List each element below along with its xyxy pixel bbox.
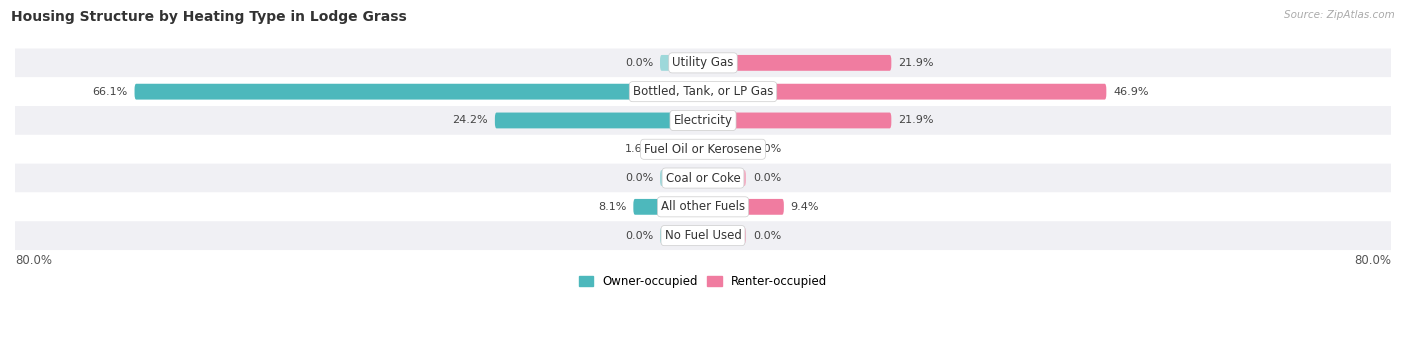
Text: 80.0%: 80.0%	[15, 254, 52, 267]
FancyBboxPatch shape	[703, 113, 891, 129]
Text: Fuel Oil or Kerosene: Fuel Oil or Kerosene	[644, 143, 762, 156]
FancyBboxPatch shape	[495, 113, 703, 129]
Text: 0.0%: 0.0%	[624, 173, 654, 183]
FancyBboxPatch shape	[7, 106, 1399, 135]
Legend: Owner-occupied, Renter-occupied: Owner-occupied, Renter-occupied	[574, 270, 832, 293]
Text: 9.4%: 9.4%	[790, 202, 820, 212]
FancyBboxPatch shape	[703, 84, 1107, 100]
Text: 0.0%: 0.0%	[752, 173, 782, 183]
Text: 0.0%: 0.0%	[624, 231, 654, 241]
FancyBboxPatch shape	[703, 170, 747, 186]
FancyBboxPatch shape	[7, 164, 1399, 192]
FancyBboxPatch shape	[659, 228, 703, 243]
Text: Housing Structure by Heating Type in Lodge Grass: Housing Structure by Heating Type in Lod…	[11, 10, 406, 24]
Text: Electricity: Electricity	[673, 114, 733, 127]
Text: Bottled, Tank, or LP Gas: Bottled, Tank, or LP Gas	[633, 85, 773, 98]
Text: 80.0%: 80.0%	[1354, 254, 1391, 267]
Text: 66.1%: 66.1%	[93, 87, 128, 97]
FancyBboxPatch shape	[659, 55, 703, 71]
Text: Utility Gas: Utility Gas	[672, 56, 734, 69]
FancyBboxPatch shape	[703, 141, 747, 157]
Text: 21.9%: 21.9%	[898, 58, 934, 68]
FancyBboxPatch shape	[7, 135, 1399, 164]
Text: 0.0%: 0.0%	[752, 144, 782, 154]
Text: 46.9%: 46.9%	[1114, 87, 1149, 97]
FancyBboxPatch shape	[703, 55, 891, 71]
Text: 1.6%: 1.6%	[624, 144, 654, 154]
FancyBboxPatch shape	[7, 49, 1399, 77]
FancyBboxPatch shape	[659, 170, 703, 186]
Text: No Fuel Used: No Fuel Used	[665, 229, 741, 242]
FancyBboxPatch shape	[659, 141, 703, 157]
Text: Source: ZipAtlas.com: Source: ZipAtlas.com	[1284, 10, 1395, 20]
Text: 24.2%: 24.2%	[453, 116, 488, 125]
Text: 0.0%: 0.0%	[752, 231, 782, 241]
FancyBboxPatch shape	[7, 192, 1399, 221]
Text: All other Fuels: All other Fuels	[661, 200, 745, 213]
FancyBboxPatch shape	[7, 77, 1399, 106]
FancyBboxPatch shape	[633, 199, 703, 215]
Text: 21.9%: 21.9%	[898, 116, 934, 125]
FancyBboxPatch shape	[703, 199, 783, 215]
Text: 0.0%: 0.0%	[624, 58, 654, 68]
FancyBboxPatch shape	[135, 84, 703, 100]
FancyBboxPatch shape	[7, 221, 1399, 250]
Text: 8.1%: 8.1%	[598, 202, 627, 212]
Text: Coal or Coke: Coal or Coke	[665, 172, 741, 185]
FancyBboxPatch shape	[703, 228, 747, 243]
